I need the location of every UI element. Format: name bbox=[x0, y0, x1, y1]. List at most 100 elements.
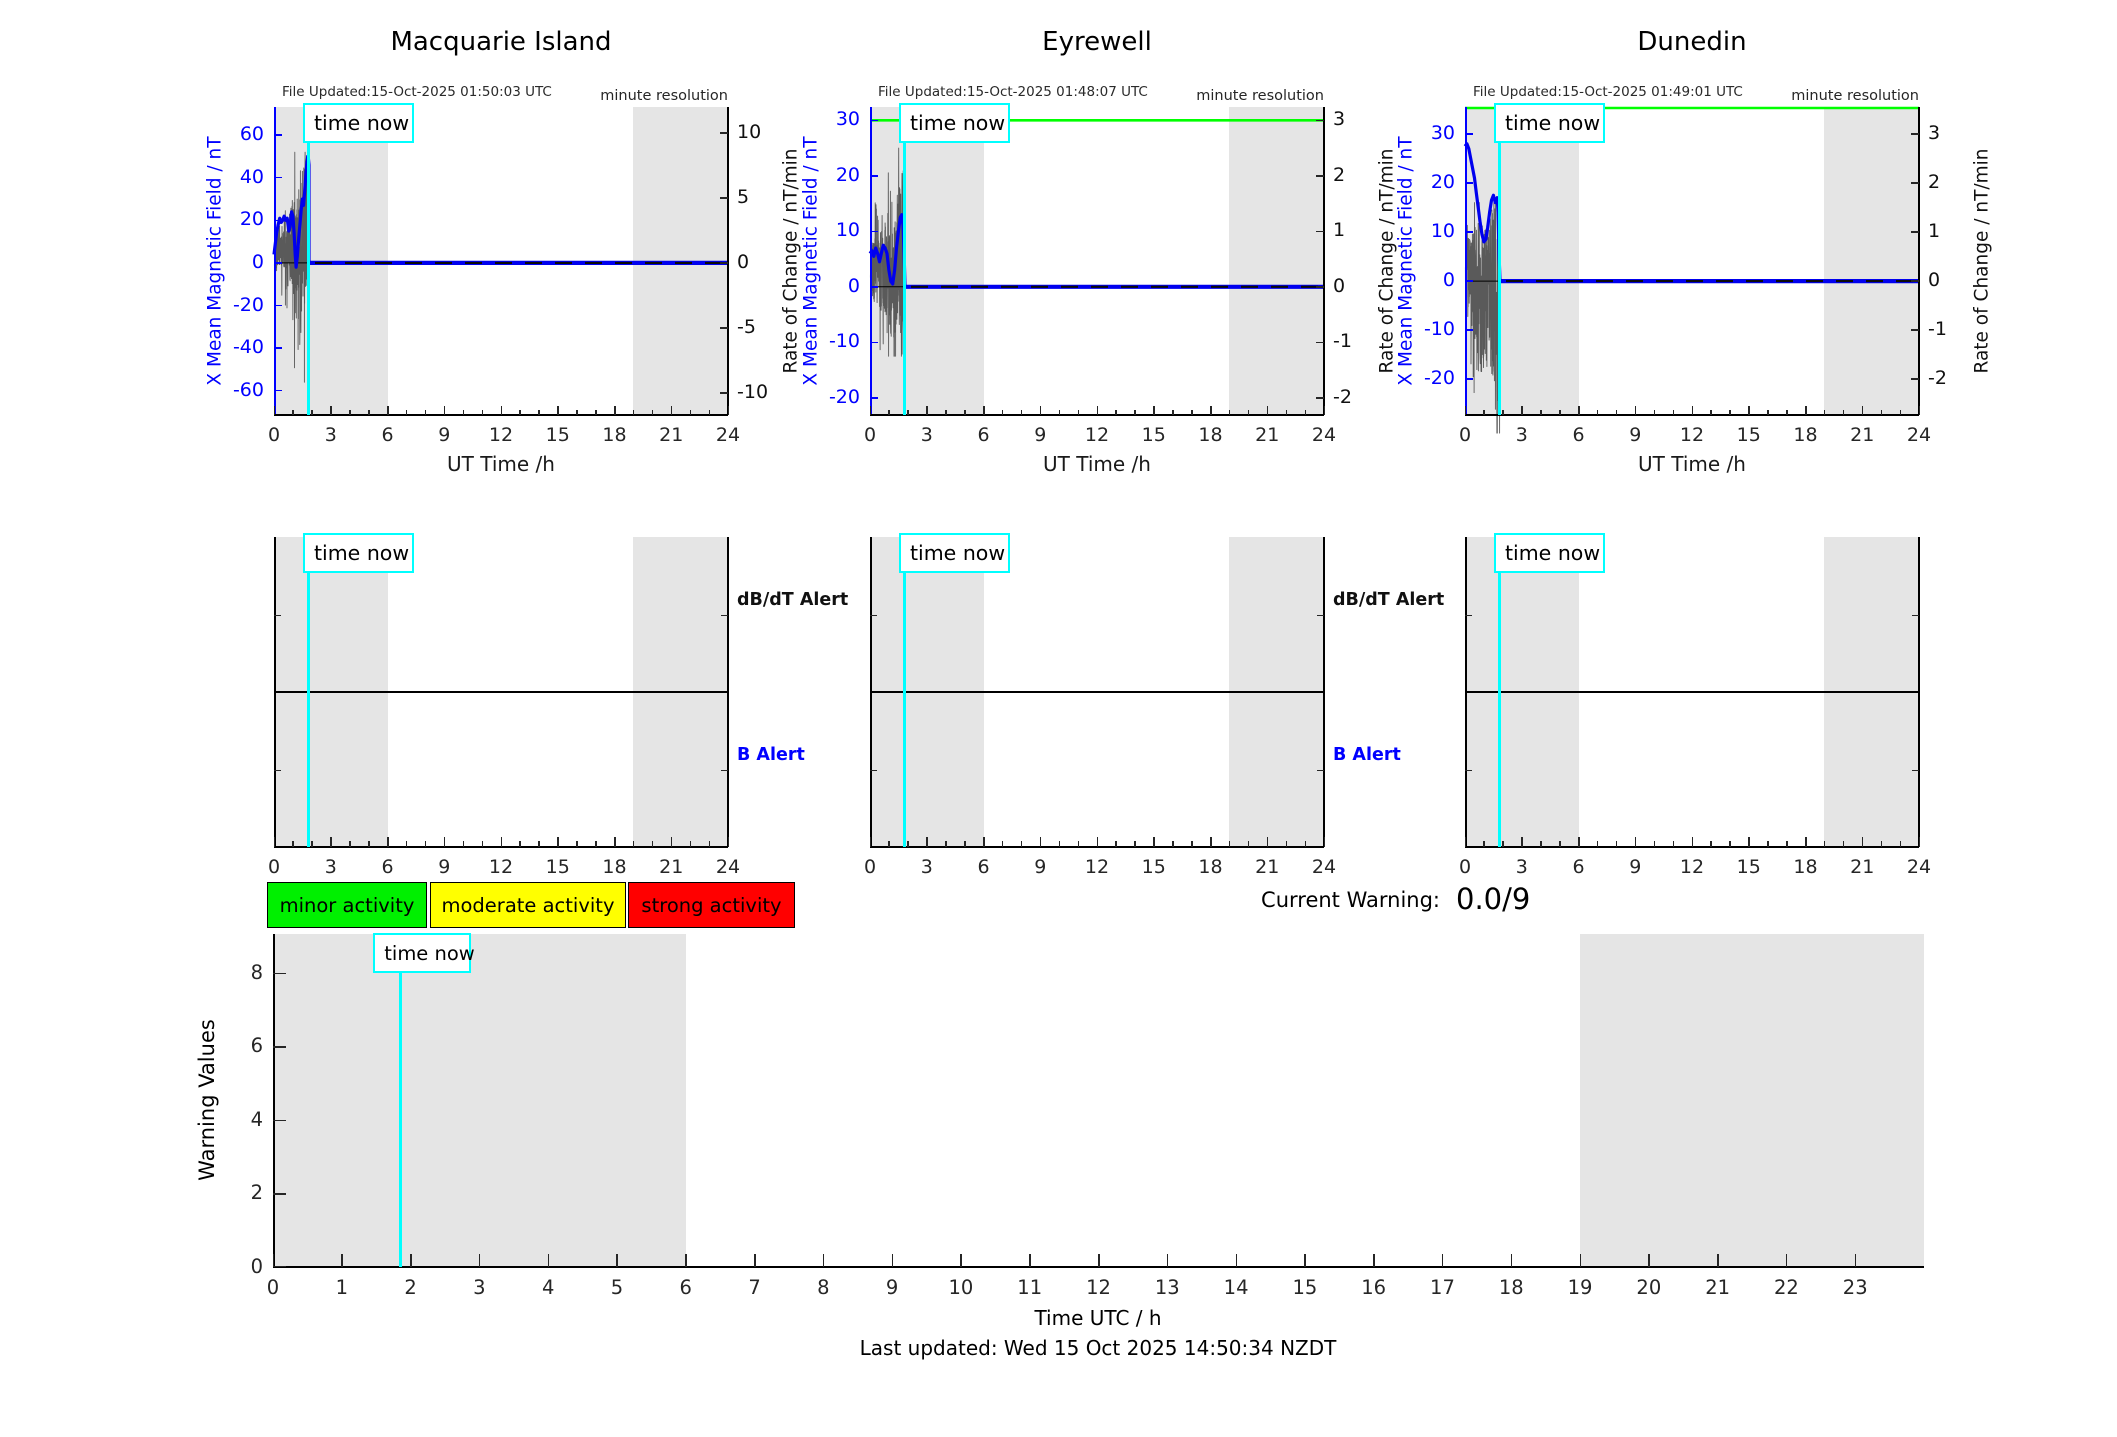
panel-x-tick bbox=[888, 841, 890, 847]
time-now-line bbox=[903, 537, 907, 847]
bottom-x-tick bbox=[891, 1254, 894, 1267]
y-left-tick-label: 30 bbox=[1430, 121, 1455, 144]
x-tick bbox=[1020, 410, 1023, 415]
y-left-tick-label: -10 bbox=[1423, 318, 1455, 341]
panel-y-tick bbox=[274, 769, 281, 771]
y-right-tick-label: -1 bbox=[1333, 330, 1352, 353]
x-tick-label: 9 bbox=[1629, 424, 1642, 446]
panel-x-tick-label: 9 bbox=[1629, 856, 1642, 878]
panel-x-tick-label: 0 bbox=[267, 856, 281, 878]
last-updated-text: Last updated: Wed 15 Oct 2025 14:50:34 N… bbox=[859, 1336, 1337, 1360]
bottom-x-tick-label: 12 bbox=[1086, 1276, 1111, 1299]
panel-x-tick bbox=[1266, 837, 1269, 847]
y-right-tick bbox=[1911, 280, 1919, 282]
panel-x-tick bbox=[1918, 837, 1920, 847]
panel-x-tick bbox=[708, 841, 711, 847]
y-left-tick bbox=[1465, 280, 1473, 282]
x-tick-label: 18 bbox=[1198, 424, 1223, 446]
y-left-tick bbox=[274, 347, 282, 349]
panel-x-tick bbox=[1039, 837, 1042, 847]
y-right-tick bbox=[1316, 119, 1324, 122]
y-left-tick-label: -20 bbox=[1423, 367, 1455, 390]
x-tick-label: 9 bbox=[438, 424, 451, 446]
panel-divider-line bbox=[274, 691, 728, 693]
x-tick-label: 21 bbox=[1850, 424, 1875, 446]
y-right-tick bbox=[1316, 286, 1324, 288]
panel-x-tick bbox=[1691, 837, 1693, 847]
panel-x-tick bbox=[1861, 837, 1864, 847]
time-now-box: time now bbox=[898, 103, 1010, 143]
panel-x-tick bbox=[964, 841, 966, 847]
y-left-tick bbox=[870, 175, 878, 177]
panel-x-tick bbox=[1842, 841, 1845, 847]
x-tick bbox=[1899, 410, 1902, 415]
panel-x-tick bbox=[1653, 841, 1656, 847]
y-left-tick bbox=[274, 262, 282, 264]
x-tick bbox=[1285, 410, 1288, 415]
y-left-tick bbox=[870, 286, 878, 288]
panel-x-tick bbox=[727, 837, 729, 847]
panel-y-tick bbox=[1912, 614, 1919, 616]
x-tick-label: 0 bbox=[863, 424, 877, 446]
magnetic-field-plot bbox=[1463, 106, 1920, 434]
panel-x-tick bbox=[557, 837, 559, 847]
time-now-line bbox=[1498, 107, 1502, 415]
x-tick bbox=[424, 410, 427, 415]
bottom-y-tick bbox=[273, 1265, 286, 1267]
noise-trace bbox=[869, 147, 906, 357]
y-right-tick bbox=[1911, 329, 1919, 331]
y-left-tick bbox=[870, 341, 878, 344]
x-tick bbox=[1304, 410, 1307, 415]
y-right-tick-label: 1 bbox=[1928, 220, 1941, 243]
panel-x-tick bbox=[1001, 841, 1004, 847]
panel-x-tick bbox=[651, 841, 654, 847]
bottom-x-tick bbox=[1579, 1254, 1582, 1267]
y-left-tick bbox=[870, 119, 878, 122]
noise-trace bbox=[1464, 202, 1501, 434]
x-tick bbox=[1653, 410, 1656, 415]
x-tick-label: 15 bbox=[1141, 424, 1166, 446]
panel-x-tick bbox=[1502, 841, 1504, 847]
x-field-trace bbox=[868, 213, 1324, 289]
panel-x-tick bbox=[1615, 841, 1618, 847]
minute-resolution-label: minute resolution bbox=[600, 88, 728, 104]
time-now-box: time now bbox=[1493, 103, 1605, 143]
x-tick bbox=[443, 406, 446, 415]
x-tick-label: 6 bbox=[381, 424, 394, 446]
y-left-tick bbox=[1465, 231, 1473, 233]
x-tick bbox=[368, 410, 370, 415]
panel-x-tick bbox=[1077, 841, 1080, 847]
panel-x-tick bbox=[689, 841, 692, 847]
x-tick bbox=[1247, 410, 1250, 415]
panel-x-tick bbox=[1172, 841, 1174, 847]
y-left-tick-label: 60 bbox=[239, 123, 264, 146]
x-tick bbox=[1153, 406, 1155, 415]
x-tick bbox=[500, 406, 502, 415]
panel-x-tick bbox=[1285, 841, 1288, 847]
panel-y-tick bbox=[1912, 769, 1919, 771]
x-axis-title: UT Time /h bbox=[1638, 452, 1746, 476]
panel-x-tick bbox=[387, 837, 389, 847]
y-left-tick-label: -40 bbox=[232, 336, 264, 359]
x-tick bbox=[964, 410, 966, 415]
panel-x-tick bbox=[1020, 841, 1023, 847]
x-tick bbox=[983, 406, 985, 415]
panel-y-tick bbox=[1465, 769, 1472, 771]
y-axis-left-spine bbox=[870, 107, 872, 415]
panel-x-tick bbox=[907, 841, 909, 847]
dbdt-alert-label: dB/dT Alert bbox=[1333, 590, 1445, 610]
panel-x-tick-label: 24 bbox=[1311, 856, 1337, 878]
x-tick bbox=[1228, 410, 1231, 415]
panel-x-tick bbox=[481, 841, 484, 847]
bottom-y-tick-label: 2 bbox=[250, 1181, 263, 1205]
x-tick-label: 21 bbox=[1255, 424, 1280, 446]
y-right-tick-label: 0 bbox=[737, 250, 750, 273]
y-left-tick-label: 20 bbox=[835, 163, 860, 186]
x-tick bbox=[538, 410, 540, 415]
panel-x-tick-label: 15 bbox=[1736, 856, 1761, 878]
bottom-x-tick bbox=[547, 1254, 550, 1267]
panel-x-tick-label: 18 bbox=[602, 856, 627, 878]
panel-y-tick bbox=[721, 769, 728, 771]
panel-x-tick bbox=[1096, 837, 1098, 847]
alert-panel bbox=[273, 537, 729, 848]
